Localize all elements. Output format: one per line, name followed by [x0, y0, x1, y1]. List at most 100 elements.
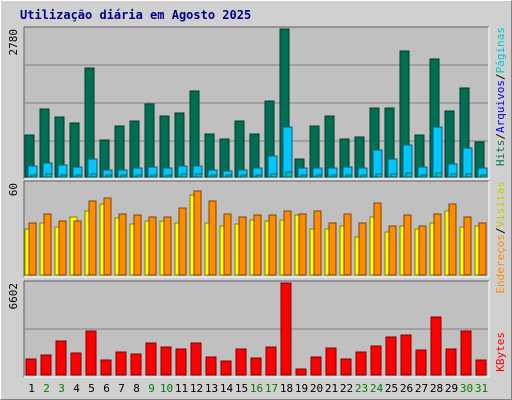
bar-kbytes-day-10: [160, 346, 172, 376]
bar-páginas-day-6: [105, 174, 113, 178]
bar-páginas-day-9: [150, 174, 158, 178]
day-label: 13: [205, 382, 218, 395]
day-label: 4: [73, 382, 80, 395]
legend-item: /: [494, 133, 507, 140]
panel-hits_files_pages: 2780: [7, 26, 490, 180]
day-label: 27: [415, 382, 428, 395]
bar-endereços-day-6: [103, 197, 112, 276]
day-label: 11: [175, 382, 188, 395]
chart-title: Utilização diária em Agosto 2025: [20, 8, 251, 22]
bar-páginas-day-13: [210, 174, 218, 178]
bar-kbytes-day-8: [130, 353, 142, 376]
panel-scale-label: 6602: [7, 283, 20, 310]
bar-páginas-day-29: [450, 173, 458, 178]
bar-kbytes-day-29: [445, 348, 457, 376]
day-label: 3: [58, 382, 65, 395]
legend-item: /: [494, 73, 507, 80]
day-label: 10: [160, 382, 173, 395]
bar-kbytes-day-5: [85, 330, 97, 376]
bar-kbytes-day-21: [325, 347, 337, 376]
day-label: 30: [460, 382, 473, 395]
bar-páginas-day-11: [180, 173, 188, 178]
bar-páginas-day-12: [195, 173, 203, 178]
bar-kbytes-day-31: [475, 359, 487, 376]
bar-endereços-day-21: [328, 222, 337, 276]
bar-kbytes-day-18: [280, 282, 292, 376]
legend-item: Hits: [494, 140, 507, 167]
bar-kbytes-day-9: [145, 342, 157, 376]
panel-visits_sites: 60: [7, 180, 490, 278]
bar-arquivos-day-28: [432, 126, 443, 178]
bar-arquivos-day-24: [372, 149, 383, 178]
bar-kbytes-day-6: [100, 359, 112, 376]
day-label: 14: [220, 382, 234, 395]
bar-páginas-day-15: [240, 174, 248, 178]
legend-item: Visitas: [494, 181, 507, 227]
bar-kbytes-day-20: [310, 356, 322, 376]
day-label: 28: [430, 382, 443, 395]
bar-páginas-day-30: [465, 173, 473, 178]
day-label: 2: [43, 382, 50, 395]
bar-endereços-day-3: [58, 220, 67, 276]
bar-páginas-day-4: [75, 174, 83, 178]
day-label: 19: [295, 382, 308, 395]
bar-páginas-day-22: [345, 174, 353, 178]
day-label: 7: [118, 382, 125, 395]
bar-kbytes-day-2: [40, 354, 52, 376]
day-label: 18: [280, 382, 293, 395]
bar-endereços-day-2: [43, 213, 52, 276]
bar-páginas-day-20: [315, 174, 323, 178]
legend-item: Endereços: [494, 234, 507, 294]
bar-endereços-day-18: [283, 210, 292, 276]
bar-páginas-day-28: [435, 172, 443, 178]
bar-kbytes-day-1: [25, 358, 37, 376]
day-label: 16: [250, 382, 263, 395]
legend-item: /: [494, 227, 507, 234]
day-label: 26: [400, 382, 413, 395]
bar-endereços-day-22: [343, 213, 352, 276]
bar-kbytes-day-13: [205, 356, 217, 376]
day-label: 24: [370, 382, 384, 395]
bar-endereços-day-10: [163, 216, 172, 276]
bar-páginas-day-17: [270, 173, 278, 178]
panel-scale-label: 2780: [7, 29, 20, 56]
legend-item: KBytes: [494, 332, 507, 372]
bar-endereços-day-25: [388, 225, 397, 276]
bar-kbytes-day-17: [265, 346, 277, 376]
day-label: 25: [385, 382, 398, 395]
bar-hits-day-12: [189, 90, 200, 178]
bar-kbytes-day-27: [415, 349, 427, 376]
bar-endereços-day-4: [73, 220, 82, 276]
legend-visits-sites: Endereços/Visitas: [494, 181, 507, 294]
bar-endereços-day-31: [478, 222, 487, 276]
bar-páginas-day-21: [330, 174, 338, 178]
bar-páginas-day-25: [390, 173, 398, 178]
day-label: 23: [355, 382, 368, 395]
bar-kbytes-day-7: [115, 351, 127, 376]
bar-páginas-day-3: [60, 174, 68, 178]
bar-páginas-day-2: [45, 173, 53, 178]
bar-páginas-day-31: [480, 174, 488, 178]
bar-endereços-day-5: [88, 200, 97, 276]
bar-endereços-day-24: [373, 202, 382, 276]
day-label: 31: [475, 382, 488, 395]
bar-hits-day-7: [114, 125, 125, 178]
bar-kbytes-day-19: [295, 368, 307, 376]
bar-hits-day-9: [144, 103, 155, 178]
bar-kbytes-day-22: [340, 358, 352, 376]
bar-kbytes-day-28: [430, 316, 442, 376]
bar-páginas-day-10: [165, 174, 173, 178]
bar-endereços-day-19: [298, 213, 307, 276]
panel-kbytes: 6602: [7, 280, 490, 378]
bar-páginas-day-24: [375, 173, 383, 178]
bar-kbytes-day-4: [70, 352, 82, 376]
bar-páginas-day-18: [285, 171, 293, 178]
bar-kbytes-day-26: [400, 334, 412, 376]
bar-kbytes-day-3: [55, 340, 67, 376]
bar-páginas-day-5: [90, 173, 98, 178]
bar-kbytes-day-12: [190, 342, 202, 376]
bar-kbytes-day-14: [220, 360, 232, 376]
bar-páginas-day-23: [360, 174, 368, 178]
bar-endereços-day-11: [178, 207, 187, 276]
